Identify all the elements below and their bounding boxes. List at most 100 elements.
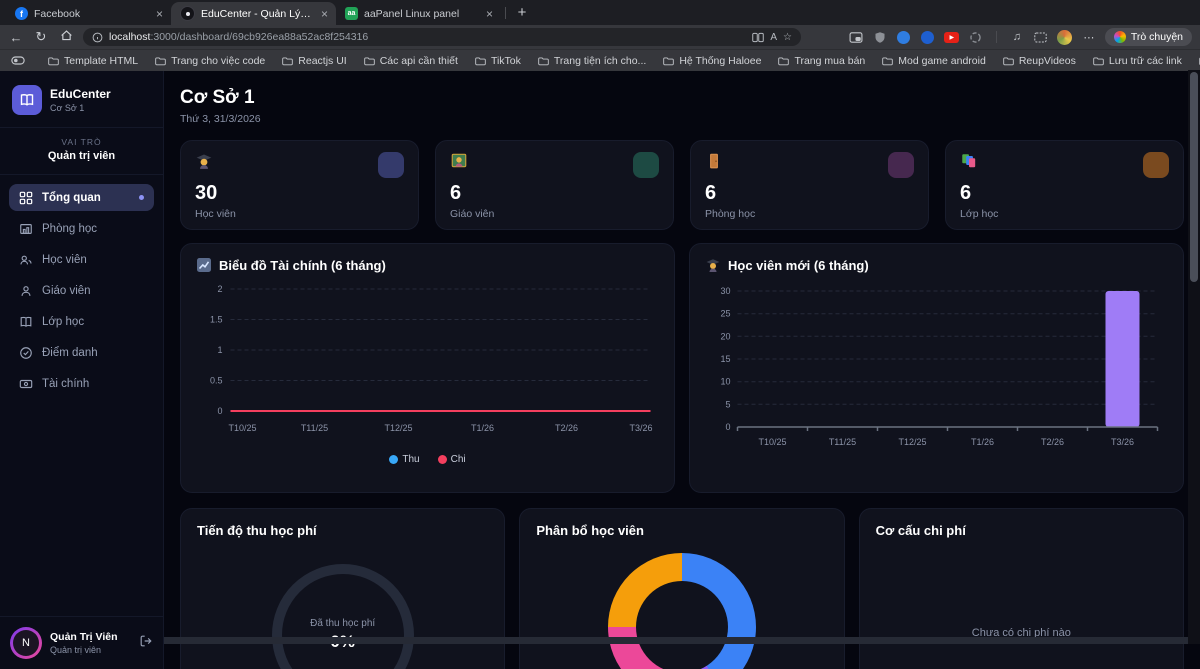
logout-icon[interactable] <box>139 634 153 653</box>
extension-blue2-icon[interactable] <box>920 29 936 45</box>
close-tab-icon[interactable]: × <box>319 7 330 21</box>
tab-facebook[interactable]: f Facebook × <box>6 2 171 25</box>
sidebar-menu: Tổng quan Phòng học Học viên Giáo viên L… <box>0 175 163 616</box>
bookmark-item[interactable]: TikTok <box>475 55 521 67</box>
student-distribution-donut <box>608 553 756 669</box>
refresh-icon[interactable]: ↻ <box>33 29 49 45</box>
books-icon <box>960 152 978 170</box>
aapanel-favicon: aa <box>345 7 358 20</box>
profile-avatar[interactable] <box>1057 29 1073 45</box>
sidebar-item-label: Điểm danh <box>42 347 98 359</box>
new-tab-button[interactable]: + <box>510 0 534 25</box>
bookmark-item[interactable]: Template HTML <box>48 55 138 67</box>
tuition-progress-label: Đã thu học phí <box>310 618 375 629</box>
bookmark-item[interactable]: Các api cần thiết <box>364 55 458 67</box>
user-name: Quản Trị Viên <box>50 631 118 643</box>
sidebar-item-tai-chinh[interactable]: Tài chính <box>9 370 154 397</box>
url-text: localhost:3000/dashboard/69cb926ea88a52a… <box>109 31 746 43</box>
finance-chart-title: Biểu đồ Tài chính (6 tháng) <box>219 258 386 273</box>
play-icon: ▶ <box>944 32 959 43</box>
svg-text:T10/25: T10/25 <box>758 437 786 447</box>
shield-extension-icon[interactable] <box>872 29 888 45</box>
page-title: Cơ Sở 1 <box>180 87 1184 109</box>
horizontal-scrollbar[interactable] <box>164 637 1188 644</box>
sidebar-item-label: Tổng quan <box>42 192 101 204</box>
finance-chart-card: Biểu đồ Tài chính (6 tháng) 2 1.5 1 0.5 <box>180 243 675 493</box>
tab-separator <box>505 7 506 19</box>
stat-label: Giáo viên <box>450 208 659 220</box>
extension-blue-icon[interactable] <box>896 29 912 45</box>
extension-badge <box>897 31 910 44</box>
page-date: Thứ 3, 31/3/2026 <box>180 113 1184 125</box>
door-icon <box>705 152 723 170</box>
stat-label: Học viên <box>195 208 404 220</box>
sidebar-item-tong-quan[interactable]: Tổng quan <box>9 184 154 211</box>
student-distribution-title: Phân bổ học viên <box>536 523 827 538</box>
role-label: VAI TRÒ <box>0 137 163 147</box>
active-dot <box>139 195 144 200</box>
bookmark-label: Trang tiện ích cho... <box>554 55 646 67</box>
tab-aapanel[interactable]: aa aaPanel Linux panel × <box>336 2 501 25</box>
home-icon[interactable] <box>58 29 74 45</box>
youtube-extension-icon[interactable]: ▶ <box>944 29 960 45</box>
bookmark-item[interactable]: Hệ Thống Haloee <box>663 55 761 67</box>
svg-text:20: 20 <box>720 331 730 341</box>
sidebar-item-giao-vien[interactable]: Giáo viên <box>9 277 154 304</box>
finance-chart-legend: Thu Chi <box>196 454 659 465</box>
bookmark-label: Hệ Thống Haloee <box>679 55 761 67</box>
media-control-icon[interactable]: ♫ <box>1009 29 1025 45</box>
bookmark-item[interactable]: ReupVideos <box>1003 55 1076 67</box>
svg-text:1.5: 1.5 <box>210 315 223 325</box>
svg-text:1: 1 <box>217 345 222 355</box>
address-bar[interactable]: localhost:3000/dashboard/69cb926ea88a52a… <box>83 28 801 46</box>
bookmark-item[interactable]: Trang tiện ích cho... <box>538 55 646 67</box>
stat-value: 6 <box>960 182 1169 205</box>
tab-title: aaPanel Linux panel <box>364 8 478 20</box>
split-screen-icon[interactable] <box>752 32 764 43</box>
bookmarks-bar: Template HTML Trang cho việc code Reactj… <box>0 49 1200 71</box>
sidebar-item-hoc-vien[interactable]: Học viên <box>9 246 154 273</box>
screenshot-tool-icon[interactable] <box>1033 29 1049 45</box>
teacher-icon <box>450 152 468 170</box>
brand-name: EduCenter <box>50 87 111 101</box>
bookmark-item[interactable]: Mod game android <box>882 55 986 67</box>
collections-icon[interactable] <box>10 53 26 69</box>
copilot-chat-button[interactable]: Trò chuyện <box>1105 28 1192 46</box>
cost-structure-title: Cơ cấu chi phí <box>876 523 1167 538</box>
close-tab-icon[interactable]: × <box>154 7 165 21</box>
legend-label: Thu <box>402 454 419 465</box>
site-info-icon[interactable] <box>92 32 103 43</box>
bookmark-item[interactable]: Trang mua bán <box>778 55 865 67</box>
bookmark-item[interactable]: Lưu trữ các link <box>1093 55 1182 67</box>
svg-text:T1/26: T1/26 <box>471 423 494 433</box>
bookmark-label: Lưu trữ các link <box>1109 55 1182 67</box>
svg-text:T12/25: T12/25 <box>898 437 926 447</box>
sidebar-item-diem-danh[interactable]: Điểm danh <box>9 339 154 366</box>
bookmark-label: TikTok <box>491 55 521 67</box>
vertical-scrollbar[interactable] <box>1188 70 1200 644</box>
tab-educenter[interactable]: EduCenter - Quản Lý Trung Tâm D × <box>171 2 336 25</box>
copilot-label: Trò chuyện <box>1131 31 1183 43</box>
svg-text:0.5: 0.5 <box>210 376 223 386</box>
role-value: Quản trị viên <box>0 150 163 162</box>
bookmark-label: ReupVideos <box>1019 55 1076 67</box>
vertical-scrollbar-thumb[interactable] <box>1190 72 1198 282</box>
svg-text:T12/25: T12/25 <box>384 423 412 433</box>
svg-text:0: 0 <box>217 406 222 416</box>
bookmark-item[interactable]: Trang cho việc code <box>155 55 265 67</box>
user-card: N Quản Trị Viên Quản trị viên <box>0 616 163 669</box>
role-block: VAI TRÒ Quản trị viên <box>0 128 163 175</box>
extension-gray-icon[interactable] <box>968 29 984 45</box>
sidebar-item-label: Giáo viên <box>42 285 91 297</box>
sidebar-item-phong-hoc[interactable]: Phòng học <box>9 215 154 242</box>
svg-text:T1/26: T1/26 <box>971 437 994 447</box>
bookmark-item[interactable]: Reactjs UI <box>282 55 346 67</box>
more-menu-icon[interactable]: ⋯ <box>1081 29 1097 45</box>
close-tab-icon[interactable]: × <box>484 7 495 21</box>
pip-icon[interactable] <box>848 29 864 45</box>
back-icon[interactable]: ← <box>8 30 24 45</box>
sidebar-item-lop-hoc[interactable]: Lớp học <box>9 308 154 335</box>
read-aloud-icon[interactable]: A <box>770 32 777 43</box>
toolbar-separator <box>996 31 997 43</box>
bookmark-star-icon[interactable]: ☆ <box>783 32 792 43</box>
